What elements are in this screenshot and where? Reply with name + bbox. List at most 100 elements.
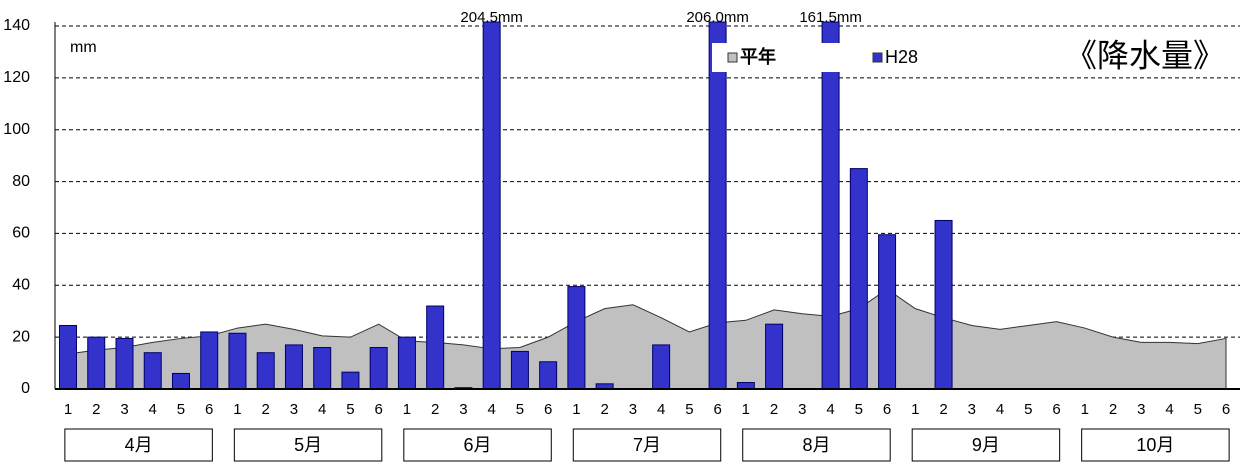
y-tick-label: 60	[12, 225, 30, 242]
month-box	[911, 428, 1061, 462]
y-tick-label: 140	[3, 17, 30, 34]
bar	[482, 21, 501, 390]
x-tick-label: 3	[290, 401, 298, 418]
bar	[341, 371, 360, 390]
unit-label: mm	[70, 39, 97, 56]
bar	[256, 352, 275, 390]
x-tick-label: 3	[120, 401, 128, 418]
month-box	[572, 428, 722, 462]
x-tick-label: 5	[1194, 401, 1202, 418]
month-label: 8月	[802, 435, 830, 455]
x-tick-label: 4	[996, 401, 1004, 418]
x-tick-label: 2	[600, 401, 608, 418]
x-tick-label: 5	[177, 401, 185, 418]
value-label: 204.5mm	[460, 9, 523, 26]
x-tick-label: 2	[92, 401, 100, 418]
month-label: 6月	[464, 435, 492, 455]
month-label: 10月	[1136, 435, 1174, 455]
x-tick-label: 4	[318, 401, 326, 418]
bar	[878, 234, 897, 390]
bar	[652, 344, 671, 390]
y-tick-label: 120	[3, 69, 30, 86]
x-tick-label: 6	[883, 401, 891, 418]
legend-swatch	[872, 52, 883, 63]
x-tick-label: 3	[968, 401, 976, 418]
legend-swatch	[727, 52, 738, 63]
month-box	[64, 428, 213, 462]
bar	[59, 324, 77, 390]
legend-back	[712, 43, 945, 72]
legend-label: 平年	[740, 46, 776, 67]
x-tick-label: 2	[770, 401, 778, 418]
x-tick-label: 1	[64, 401, 72, 418]
x-tick-label: 4	[826, 401, 834, 418]
x-tick-label: 6	[375, 401, 383, 418]
x-tick-label: 2	[431, 401, 439, 418]
legend-label: H28	[885, 47, 918, 67]
y-tick-label: 80	[12, 173, 30, 190]
x-tick-label: 5	[855, 401, 863, 418]
x-tick-label: 1	[911, 401, 919, 418]
x-tick-label: 5	[1024, 401, 1032, 418]
x-tick-label: 6	[713, 401, 721, 418]
bar	[284, 344, 303, 390]
x-tick-label: 1	[742, 401, 750, 418]
x-tick-label: 3	[1137, 401, 1145, 418]
x-tick-label: 4	[149, 401, 157, 418]
x-tick-label: 4	[1165, 401, 1173, 418]
month-box	[1081, 428, 1230, 462]
month-box	[233, 428, 383, 462]
x-tick-label: 6	[205, 401, 213, 418]
value-label: 161.5mm	[799, 9, 862, 26]
x-tick-label: 5	[516, 401, 524, 418]
month-box	[403, 428, 552, 462]
bar	[510, 350, 529, 390]
x-tick-label: 5	[685, 401, 693, 418]
chart-title: 《降水量》	[1065, 37, 1225, 73]
x-tick-label: 4	[657, 401, 665, 418]
bar	[313, 347, 332, 390]
x-tick-label: 4	[487, 401, 495, 418]
x-tick-label: 1	[403, 401, 411, 418]
x-tick-label: 1	[572, 401, 580, 418]
bar	[228, 332, 247, 390]
bar	[369, 347, 388, 390]
value-label: 206.0mm	[686, 9, 749, 26]
y-tick-label: 40	[12, 277, 30, 294]
y-tick-label: 20	[12, 328, 30, 345]
bar	[708, 21, 727, 390]
bar	[765, 323, 784, 390]
month-label: 9月	[972, 435, 1000, 455]
bar	[426, 305, 445, 390]
x-tick-label: 2	[939, 401, 947, 418]
x-tick-label: 1	[233, 401, 241, 418]
bar	[934, 219, 953, 390]
bar	[87, 336, 106, 390]
y-tick-label: 0	[21, 380, 30, 397]
x-tick-label: 2	[1109, 401, 1117, 418]
y-tick-label: 100	[3, 121, 30, 138]
x-tick-label: 6	[544, 401, 552, 418]
x-tick-label: 6	[1222, 401, 1230, 418]
bar	[539, 361, 558, 390]
bar	[567, 286, 586, 390]
x-tick-label: 3	[459, 401, 467, 418]
bar	[143, 352, 162, 390]
bar	[397, 336, 416, 390]
month-box	[742, 428, 891, 462]
bar	[821, 21, 840, 390]
bar	[115, 337, 134, 390]
x-tick-label: 3	[629, 401, 637, 418]
bar	[171, 372, 190, 390]
month-label: 7月	[633, 435, 661, 455]
bar	[849, 168, 868, 390]
month-label: 5月	[294, 435, 322, 455]
x-tick-label: 3	[798, 401, 806, 418]
x-tick-label: 1	[1081, 401, 1089, 418]
x-tick-label: 6	[1052, 401, 1060, 418]
month-label: 4月	[125, 435, 153, 455]
x-tick-label: 5	[346, 401, 354, 418]
bar	[200, 331, 219, 390]
x-tick-label: 2	[262, 401, 270, 418]
